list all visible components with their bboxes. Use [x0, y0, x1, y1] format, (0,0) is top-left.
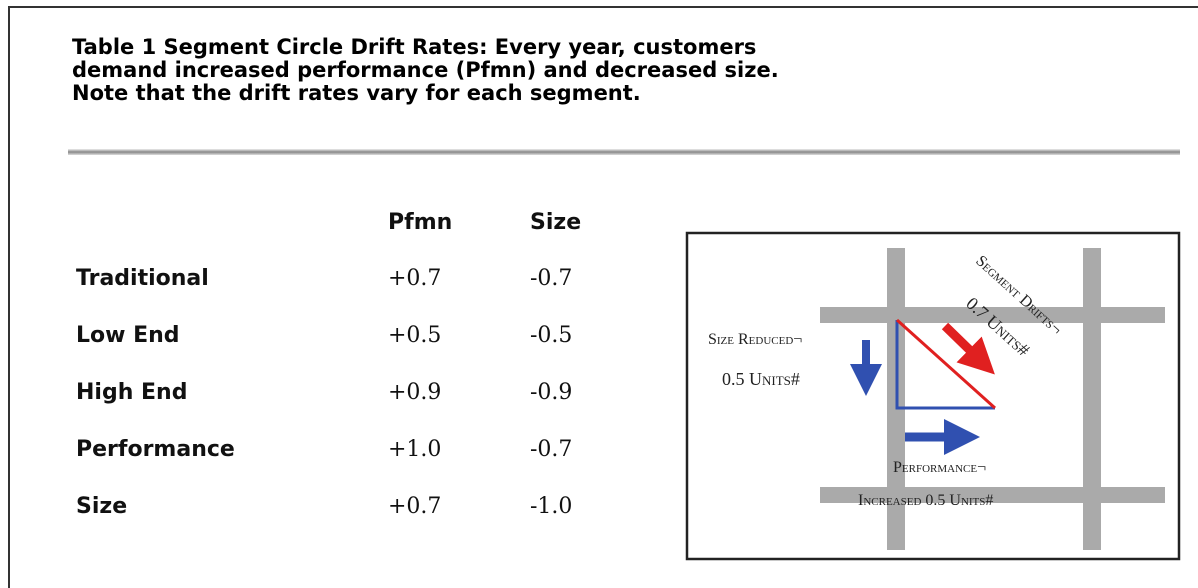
title-line: Note that the drift rates vary for each … — [72, 81, 641, 105]
cell: -0.7 — [530, 437, 573, 462]
column-header: Pfmn — [388, 210, 453, 235]
title-line: Table 1 Segment Circle Drift Rates: Ever… — [72, 35, 757, 59]
title-line: demand increased performance (Pfmn) and … — [72, 58, 779, 82]
rule — [68, 149, 1180, 155]
diagram: Size Reduced¬ 0.5 Units# Segment Drifts¬… — [685, 231, 1181, 561]
row-label: Size — [76, 494, 128, 519]
column-header: Size — [530, 210, 582, 235]
triangle — [895, 320, 995, 410]
drift-line — [895, 318, 997, 410]
cell: -1.0 — [530, 494, 573, 519]
drift-arrow — [941, 322, 995, 375]
performance-label: Performance¬ — [893, 459, 986, 476]
cell: -0.5 — [530, 323, 573, 348]
row-label: Low End — [76, 323, 180, 348]
performance-label: Increased 0.5 Units# — [858, 492, 993, 509]
cell: +0.5 — [388, 323, 442, 348]
cell: +0.9 — [388, 380, 442, 405]
title: Table 1 Segment Circle Drift Rates: Ever… — [72, 36, 779, 105]
cell: -0.7 — [530, 266, 573, 291]
frame — [8, 6, 1198, 588]
row-label: High End — [76, 380, 188, 405]
size-label: Size Reduced¬ — [708, 331, 802, 348]
grid-bars — [820, 248, 1165, 550]
cell: -0.9 — [530, 380, 573, 405]
cell: +0.7 — [388, 266, 442, 291]
cell: +1.0 — [388, 437, 442, 462]
page: Table 1 Segment Circle Drift Rates: Ever… — [8, 6, 1198, 588]
row-label: Traditional — [76, 266, 209, 291]
row-label: Performance — [76, 437, 235, 462]
cell: +0.7 — [388, 494, 442, 519]
diagram-box — [685, 231, 1181, 561]
size-label: 0.5 Units# — [722, 369, 800, 389]
